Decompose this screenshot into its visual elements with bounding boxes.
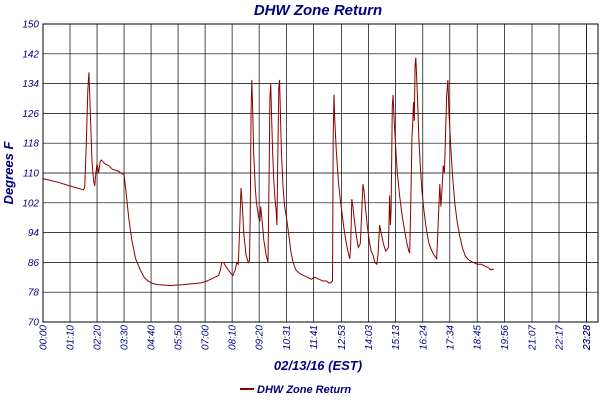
x-tick-label: 19:56: [500, 325, 511, 350]
x-tick-label: 08:10: [228, 325, 239, 350]
x-tick-label: 12:53: [337, 325, 348, 350]
x-tick-label: 23:28: [582, 325, 593, 351]
y-axis-label: Degrees F: [1, 141, 16, 205]
chart-title: DHW Zone Return: [254, 2, 382, 19]
y-tick-label: 94: [28, 228, 40, 239]
x-tick-label: 15:13: [391, 325, 402, 350]
y-tick-label: 150: [22, 20, 39, 31]
y-tick-label: 102: [22, 198, 39, 209]
x-axis-ticks: 00:00 01:10 02:20 03:30 04:40 05:50 07:00 08:10…: [39, 325, 593, 351]
x-tick-label: 16:24: [418, 325, 429, 350]
x-tick-label: 00:00: [39, 325, 50, 350]
legend-label: DHW Zone Return: [257, 384, 351, 396]
x-tick-label: 11:41: [309, 325, 320, 349]
series-line-dhw-zone-return: [42, 57, 494, 287]
x-tick-label: 01:10: [66, 325, 77, 350]
x-tick-label: 17:34: [445, 325, 456, 350]
grid: [42, 23, 598, 323]
y-tick-label: 78: [28, 288, 40, 299]
plot-frame: [42, 23, 599, 323]
x-tick-label: 21:07: [528, 325, 539, 351]
x-tick-label: 04:40: [147, 325, 158, 350]
x-axis-label: 02/13/16 (EST): [274, 358, 362, 373]
x-tick-label: 03:30: [120, 325, 131, 350]
y-axis-ticks: 70 78 86 94 102 110 118 126 134 142 150: [22, 20, 39, 329]
y-tick-label: 118: [23, 139, 39, 150]
x-tick-label: 22:17: [555, 325, 566, 351]
y-tick-label: 126: [22, 109, 39, 120]
y-tick-label: 70: [28, 318, 40, 329]
y-tick-label: 110: [23, 169, 39, 180]
x-tick-label: 05:50: [174, 325, 185, 350]
x-tick-label: 07:00: [201, 325, 212, 350]
x-tick-label: 10:31: [282, 325, 293, 350]
x-tick-label: 09:20: [255, 325, 266, 350]
y-tick-label: 142: [22, 49, 39, 60]
y-tick-label: 134: [22, 79, 39, 90]
x-tick-label: 23:28: [582, 325, 593, 351]
x-tick-label: 14:03: [364, 325, 375, 350]
y-tick-label: 86: [28, 258, 40, 269]
legend: DHW Zone Return: [240, 384, 351, 396]
x-tick-label: 18:45: [473, 325, 484, 350]
x-tick-label: 02:20: [93, 325, 104, 350]
